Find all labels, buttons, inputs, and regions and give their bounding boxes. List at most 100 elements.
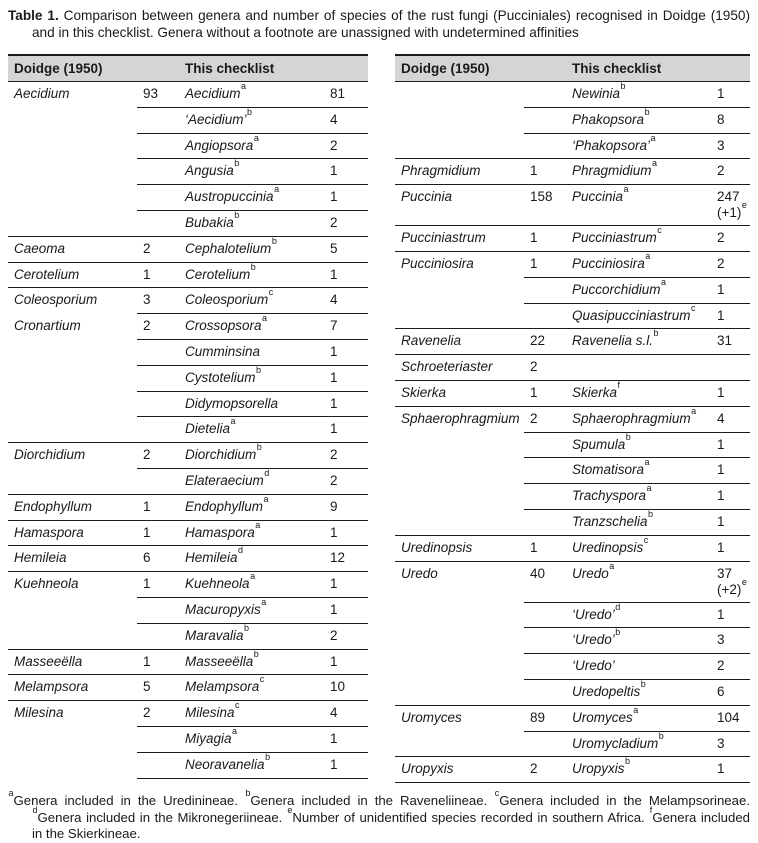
checklist-species-count: 2 xyxy=(717,654,750,679)
checklist-species-count: 1 xyxy=(330,366,368,391)
checklist-species-count: 10 xyxy=(330,675,368,700)
comparison-table: Doidge (1950) This checklist Aecidium 93 A… xyxy=(8,54,750,784)
footnote-marker: a xyxy=(263,493,269,504)
table-row: Angiopsoraa 2 xyxy=(8,133,368,159)
count-line: 1 xyxy=(717,539,725,555)
row-divider xyxy=(524,457,750,459)
footnote-marker: b xyxy=(250,261,256,272)
checklist-genus: Pucciniosiraa xyxy=(572,250,651,271)
doidge-genus xyxy=(395,458,525,483)
checklist-species-count: 247 (+1)e xyxy=(717,185,750,225)
doidge-species-count xyxy=(525,680,572,705)
doidge-species-count xyxy=(525,603,572,628)
checklist-species-count: 1 xyxy=(330,753,368,778)
panel-header-left: Doidge (1950) This checklist xyxy=(8,54,368,82)
checklist-species-count: 1 xyxy=(330,185,368,210)
count-line: 7 xyxy=(330,318,338,334)
checklist-genus: Macuropyxisa xyxy=(185,596,267,617)
row-divider xyxy=(137,132,368,134)
row-divider xyxy=(137,313,368,315)
row-divider xyxy=(395,756,750,758)
row-divider xyxy=(137,416,368,418)
doidge-genus xyxy=(8,392,138,417)
panel-body-left: Aecidium 93 Aecidiuma 81 ‘Aecidium’b 4 Angiops… xyxy=(8,82,368,779)
table-row: Elateraeciumd 2 xyxy=(8,468,368,494)
footnote-marker: b xyxy=(234,209,240,220)
count-line: 6 xyxy=(717,683,725,699)
count-line: 247 xyxy=(717,189,740,205)
doidge-species-count: 2 xyxy=(143,447,151,463)
checklist-genus: Pucciniastrumc xyxy=(572,225,662,246)
doidge-genus xyxy=(395,603,525,628)
doidge-species-count: 1 xyxy=(143,653,151,669)
row-divider xyxy=(8,287,368,289)
table-row: ‘Aecidium’b 4 xyxy=(8,107,368,133)
doidge-species-count: 1 xyxy=(530,384,538,400)
checklist-species-count: 1 xyxy=(330,340,368,365)
checklist-genus: Quasipucciniastrumc xyxy=(572,302,696,323)
doidge-species-count xyxy=(525,654,572,679)
row-divider xyxy=(137,184,368,186)
footnote-marker: b xyxy=(256,364,262,375)
checklist-genus: Hamasporaa xyxy=(185,519,261,540)
doidge-species-count: 3 xyxy=(143,292,151,308)
doidge-genus xyxy=(8,159,138,184)
footnote-marker: a xyxy=(661,276,667,287)
checklist-species-count: 4 xyxy=(330,288,368,313)
doidge-species-count xyxy=(525,108,572,133)
checklist-genus: Uredopeltisb xyxy=(572,678,646,699)
checklist-genus: Newiniab xyxy=(572,81,626,102)
doidge-genus: Puccinia xyxy=(401,189,453,205)
checklist-species-count: 2 xyxy=(330,134,368,159)
doidge-species-count: 40 xyxy=(530,565,546,581)
table-row: Austropucciniaa 1 xyxy=(8,185,368,210)
row-divider xyxy=(8,700,368,702)
count-line: 1 xyxy=(330,524,338,540)
count-line: 2 xyxy=(330,214,338,230)
checklist-species-count: 1 xyxy=(717,82,750,107)
count-line: 3 xyxy=(717,137,725,153)
footnote-marker: f xyxy=(617,379,621,390)
row-divider xyxy=(395,534,750,536)
row-divider xyxy=(395,250,750,252)
doidge-genus: Aecidium xyxy=(14,86,70,101)
footnote-marker: a xyxy=(8,788,14,799)
doidge-genus: Uredo xyxy=(401,565,438,581)
count-line: 1 xyxy=(717,513,725,529)
row-divider xyxy=(137,158,368,160)
checklist-species-count: 5 xyxy=(330,237,368,262)
count-line: 12 xyxy=(330,550,346,566)
checklist-genus: Spumulab xyxy=(572,431,631,452)
row-divider xyxy=(137,467,368,469)
checklist-species-count: 2 xyxy=(330,624,368,649)
checklist-species-count: 1 xyxy=(717,433,750,458)
row-divider xyxy=(8,519,368,521)
table-row: Schroeteriaster 2 xyxy=(395,355,750,380)
footnote-marker: c xyxy=(259,674,265,685)
footnote-marker: c xyxy=(691,302,696,313)
table-row: Aecidium 93 Aecidiuma 81 xyxy=(8,82,368,107)
doidge-species-count: 1 xyxy=(143,266,151,282)
row-divider xyxy=(395,782,750,784)
row-divider xyxy=(395,328,750,330)
doidge-species-count xyxy=(525,510,572,535)
doidge-genus: Masseeëlla xyxy=(14,653,83,669)
doidge-species-count: 2 xyxy=(143,240,151,256)
row-divider xyxy=(8,648,368,650)
table-row: Cerotelium 1 Ceroteliumb 1 xyxy=(8,261,368,288)
doidge-genus xyxy=(395,304,525,329)
footnote-marker: a xyxy=(262,313,268,324)
doidge-genus: Diorchidium xyxy=(14,447,86,463)
row-divider xyxy=(8,235,368,237)
table-row: Stomatisoraa 1 xyxy=(395,458,750,483)
row-divider xyxy=(524,132,750,134)
doidge-species-count: 5 xyxy=(143,679,151,695)
checklist-genus: Phragmidiuma xyxy=(572,158,658,179)
checklist-genus xyxy=(572,355,717,380)
table-row: Newiniab 1 xyxy=(395,82,750,107)
count-line: 1 xyxy=(330,189,338,205)
checklist-genus: Skierkaf xyxy=(572,379,621,400)
checklist-genus: ‘Uredo’b xyxy=(572,627,621,648)
checklist-species-count: 6 xyxy=(717,680,750,705)
